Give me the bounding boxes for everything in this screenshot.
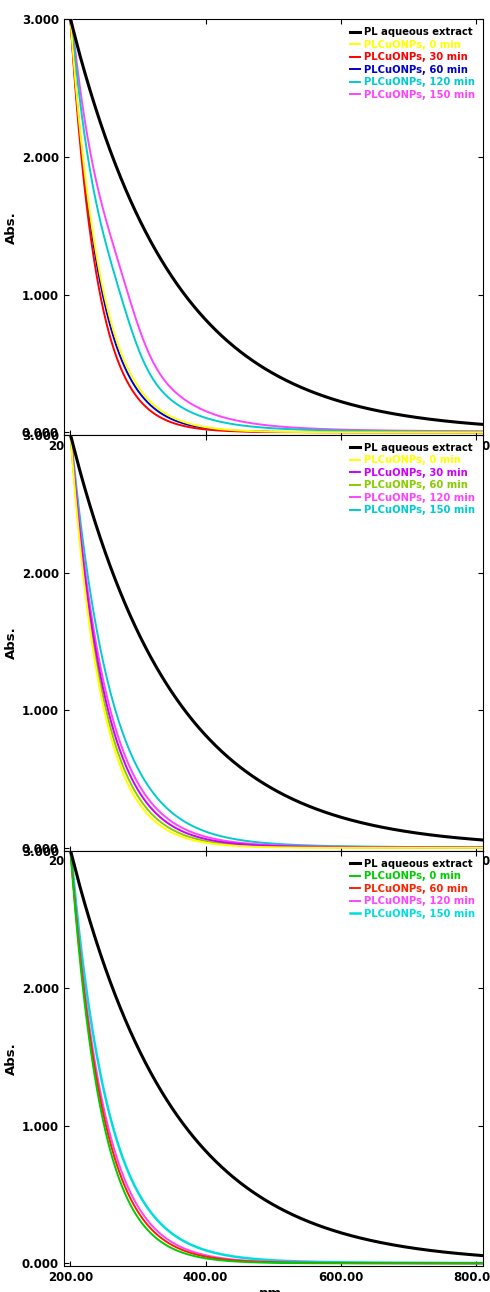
Y-axis label: Abs.: Abs. [4,1041,18,1075]
Y-axis label: Abs.: Abs. [4,627,18,659]
X-axis label: nm.: nm. [259,871,287,884]
X-axis label: nm.: nm. [259,456,287,469]
Legend: PL aqueous extract, PLCuONPs, 0 min, PLCuONPs, 60 min, PLCuONPs, 120 min, PLCuON: PL aqueous extract, PLCuONPs, 0 min, PLC… [346,855,478,921]
Text: b.   Stirring (1:10): b. Stirring (1:10) [205,924,341,938]
Legend: PL aqueous extract, PLCuONPs, 0 min, PLCuONPs, 30 min, PLCuONPs, 60 min, PLCuONP: PL aqueous extract, PLCuONPs, 0 min, PLC… [346,441,478,518]
Text: a.   Heating and stirring (1:10): a. Heating and stirring (1:10) [157,508,390,523]
Y-axis label: Abs.: Abs. [4,211,18,244]
X-axis label: nm.: nm. [259,1287,287,1292]
Legend: PL aqueous extract, PLCuONPs, 0 min, PLCuONPs, 30 min, PLCuONPs, 60 min, PLCuONP: PL aqueous extract, PLCuONPs, 0 min, PLC… [346,25,478,103]
